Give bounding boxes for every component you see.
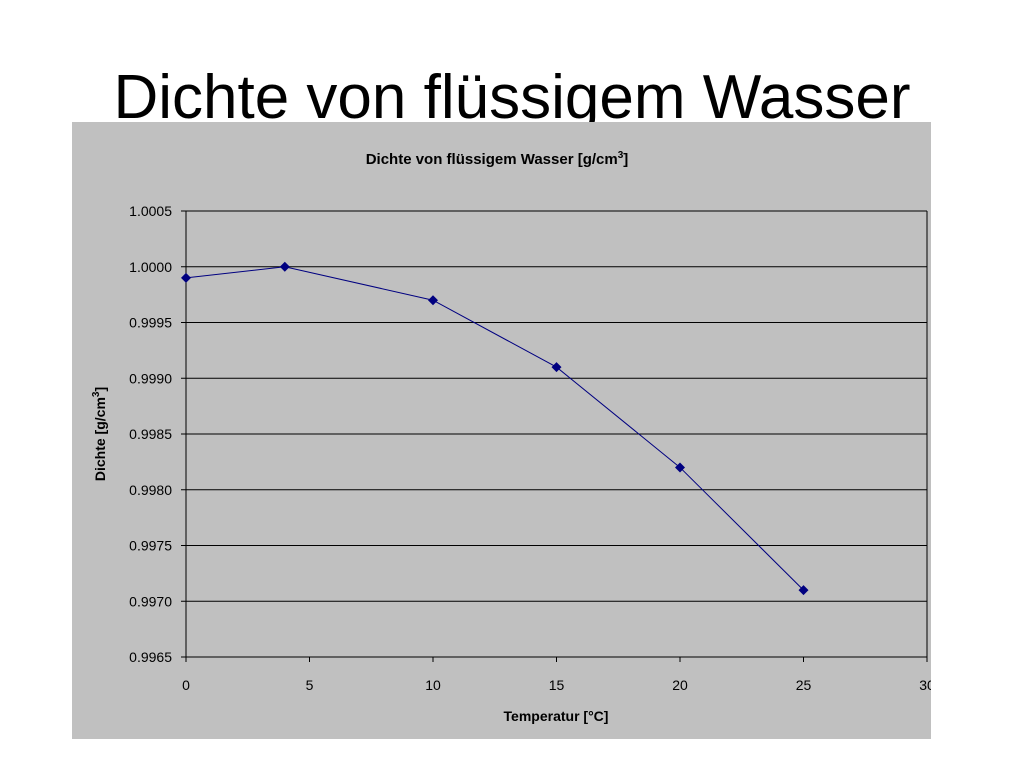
y-tick-label: 1.0005: [129, 203, 172, 219]
y-tick-label: 0.9975: [129, 538, 172, 554]
x-tick-label: 0: [182, 677, 190, 693]
x-tick-label: 30: [919, 677, 931, 693]
x-tick-label: 15: [549, 677, 565, 693]
chart-title: Dichte von flüssigem Wasser [g/cm3]: [366, 150, 629, 168]
y-axis-label-superscript: 3: [91, 391, 102, 397]
chart-panel: 0 5 10 15 20 25 30 0.9965 0.9970 0.9975 0.9980 0.9…: [72, 122, 931, 739]
x-axis-label: Temperatur [°C]: [504, 708, 609, 724]
data-point-marker: [798, 585, 809, 596]
x-tick-label: 25: [796, 677, 812, 693]
chart-title-superscript: 3: [618, 150, 624, 161]
data-point-marker: [675, 462, 685, 473]
series-layer: [181, 261, 809, 596]
y-axis-ticks: 0.9965 0.9970 0.9975 0.9980 0.9985 0.9990 0.99…: [129, 203, 186, 665]
chart-background: [72, 122, 931, 739]
slide-title: Dichte von flüssigem Wasser: [113, 63, 911, 132]
chart-title-end: ]: [623, 151, 628, 168]
y-tick-label: 0.9990: [129, 370, 172, 386]
data-point-marker: [181, 272, 191, 283]
y-axis-label-end: ]: [92, 387, 108, 392]
y-tick-label: 0.9995: [129, 315, 172, 331]
data-point-marker: [551, 362, 562, 373]
y-axis-label: Dichte [g/cm3]: [91, 387, 108, 481]
x-tick-label: 5: [306, 677, 314, 693]
y-tick-label: 0.9985: [129, 426, 172, 442]
data-point-marker: [428, 295, 438, 306]
chart-title-main: Dichte von flüssigem Wasser [g/cm: [366, 151, 618, 168]
series-line: [185, 266, 804, 591]
x-tick-label: 20: [672, 677, 688, 693]
x-tick-label: 10: [425, 677, 441, 693]
y-tick-label: 0.9970: [129, 593, 172, 609]
y-axis-label-main: Dichte [g/cm: [92, 397, 108, 481]
x-axis-ticks: 0 5 10 15 20 25 30: [182, 657, 931, 693]
y-tick-label: 1.0000: [129, 259, 172, 275]
y-tick-label: 0.9980: [129, 482, 172, 498]
y-tick-label: 0.9965: [129, 649, 172, 665]
data-point-marker: [279, 261, 290, 272]
density-line-chart: 0 5 10 15 20 25 30 0.99650.99700.99750.99800.9…: [72, 122, 931, 739]
